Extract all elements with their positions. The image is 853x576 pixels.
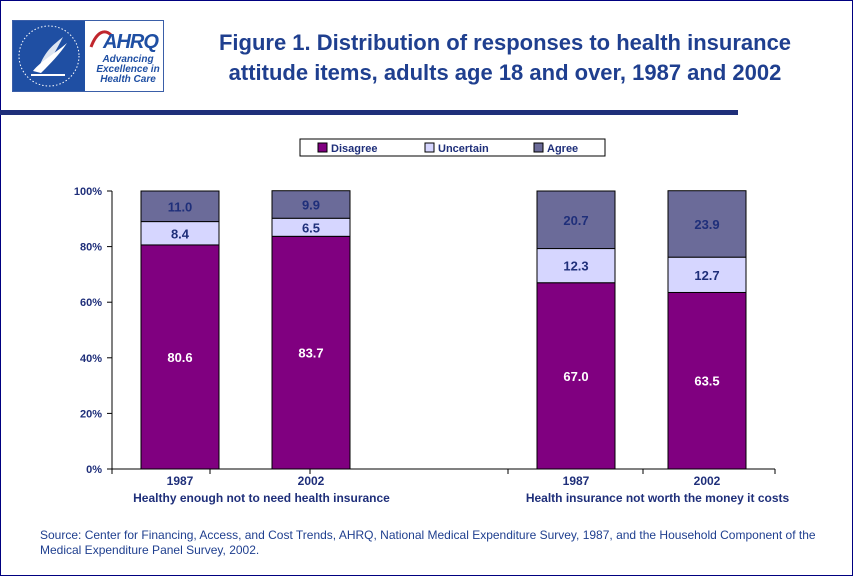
y-tick-label: 100% (74, 186, 102, 198)
bar-segment-agree (271, 190, 351, 219)
group-label: Healthy enough not to need health insura… (133, 491, 390, 505)
bar-segment-agree (536, 190, 616, 250)
y-tick-label: 20% (80, 408, 102, 420)
data-label: 23.9 (694, 217, 719, 232)
data-label: 6.5 (302, 220, 320, 235)
title-divider (0, 110, 738, 115)
data-label: 80.6 (167, 350, 192, 365)
data-label: 83.7 (298, 346, 323, 361)
bar-segment-uncertain (667, 256, 747, 293)
x-tick-label: 2002 (298, 474, 325, 488)
y-tick-label: 0% (86, 464, 102, 476)
data-label: 67.0 (563, 369, 588, 384)
x-tick-label: 1987 (563, 474, 590, 488)
legend-swatch-agree (533, 142, 544, 153)
data-label: 63.5 (694, 374, 719, 389)
data-label: 9.9 (302, 197, 320, 212)
legend-swatch-disagree (317, 142, 328, 153)
data-label: 20.7 (563, 213, 588, 228)
bar-segment-disagree (667, 291, 747, 470)
legend-box (299, 138, 606, 157)
legend-label-uncertain: Uncertain (438, 143, 489, 155)
bar-segment-uncertain (536, 248, 616, 284)
y-tick-label: 80% (80, 242, 102, 254)
data-label: 12.7 (694, 268, 719, 283)
y-tick-label: 60% (80, 297, 102, 309)
bar-segment-disagree (536, 282, 616, 470)
tagline-line: Health Care (100, 74, 156, 85)
bar-segment-agree (667, 190, 747, 258)
source-note: Source: Center for Financing, Access, an… (40, 528, 816, 557)
chart-title-line-2: attitude items, adults age 18 and over, … (228, 60, 782, 85)
chart-title-line-1: Figure 1. Distribution of responses to h… (218, 30, 792, 55)
data-label: 11.0 (168, 199, 193, 214)
logo-box: AHRQ Advancing Excellence in Health Care (12, 20, 164, 92)
bar-segment-disagree (140, 244, 220, 470)
ahrq-swoosh-icon (89, 30, 113, 48)
y-tick-label: 40% (80, 353, 102, 365)
data-label: 12.3 (563, 259, 588, 274)
bar-segment-disagree (271, 235, 351, 470)
chart-title: Figure 1. Distribution of responses to h… (185, 28, 825, 88)
legend-label-disagree: Disagree (331, 143, 377, 155)
bar-segment-agree (140, 190, 220, 223)
tagline-line: Advancing (102, 54, 154, 65)
ahrq-tagline: Advancing Excellence in Health Care (95, 55, 161, 85)
group-label: Health insurance not worth the money it … (526, 491, 790, 505)
x-tick-label: 1987 (167, 474, 194, 488)
legend-swatch-uncertain (424, 142, 435, 153)
x-tick-label: 2002 (694, 474, 721, 488)
tagline-line: Excellence in (96, 64, 160, 75)
legend-label-agree: Agree (547, 143, 578, 155)
hhs-seal-logo (13, 21, 85, 91)
ahrq-logo-text: AHRQ (103, 31, 159, 53)
data-label: 8.4 (171, 226, 190, 241)
